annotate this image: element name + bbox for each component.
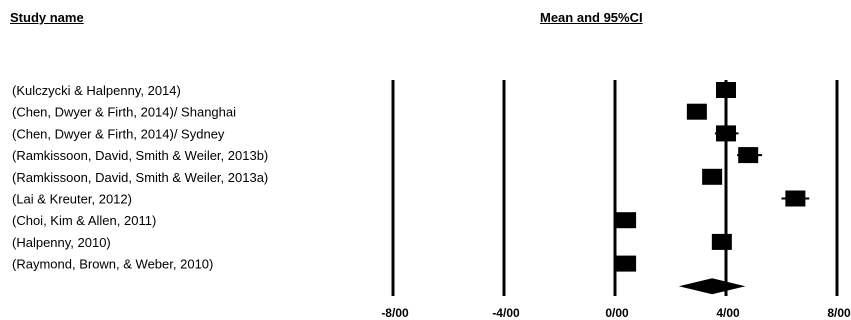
study-effect-marker (616, 212, 637, 229)
study-effect-marker (738, 147, 759, 164)
x-tick-label: -8/00 (381, 306, 409, 320)
mean-ci-header: Mean and 95%CI (540, 10, 643, 25)
study-effect-marker (702, 168, 723, 185)
study-label: (Raymond, Brown, & Weber, 2010) (12, 257, 213, 272)
study-label: (Kulczycki & Halpenny, 2014) (12, 83, 181, 98)
study-label: (Chen, Dwyer & Firth, 2014)/ Sydney (12, 126, 225, 141)
study-effect-marker (616, 255, 637, 272)
study-label: (Choi, Kim & Allen, 2011) (12, 213, 156, 228)
study-effect-marker (716, 82, 736, 98)
x-tick-label: 8/00 (827, 306, 851, 320)
study-label: (Lai & Kreuter, 2012) (12, 192, 132, 207)
x-tick-label: 4/00 (716, 306, 740, 320)
study-label: (Ramkissoon, David, Smith & Weiler, 2013… (12, 148, 268, 163)
study-effect-marker (716, 125, 736, 142)
x-tick-label: -4/00 (492, 306, 520, 320)
x-tick-label: 0/00 (605, 306, 629, 320)
study-name-header: Study name (10, 10, 84, 25)
study-effect-marker (686, 103, 707, 120)
study-effect-marker (785, 190, 806, 207)
summary-diamond (678, 278, 746, 295)
study-label: (Ramkissoon, David, Smith & Weiler, 2013… (12, 170, 268, 185)
study-label: (Halpenny, 2010) (12, 235, 111, 250)
study-label: (Chen, Dwyer & Firth, 2014)/ Shanghai (12, 105, 236, 120)
study-effect-marker (711, 233, 732, 250)
